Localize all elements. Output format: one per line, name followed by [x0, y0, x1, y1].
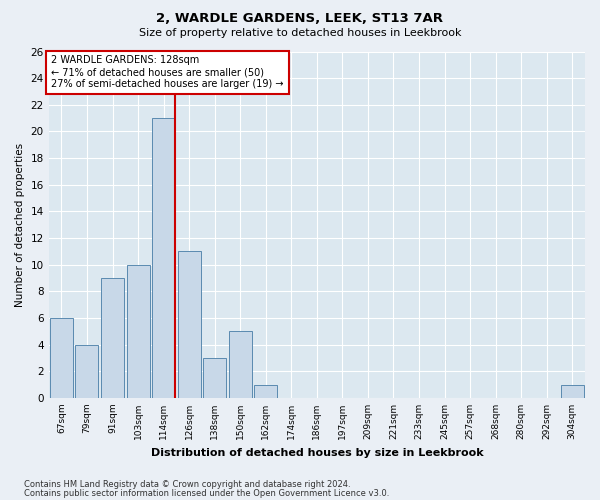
Bar [203, 358, 226, 398]
Bar [127, 264, 149, 398]
Text: Contains HM Land Registry data © Crown copyright and database right 2024.: Contains HM Land Registry data © Crown c… [24, 480, 350, 489]
Bar [254, 384, 277, 398]
Bar [229, 332, 252, 398]
Bar [152, 118, 175, 398]
Text: Contains public sector information licensed under the Open Government Licence v3: Contains public sector information licen… [24, 489, 389, 498]
Bar [50, 318, 73, 398]
Bar [561, 384, 584, 398]
Text: 2 WARDLE GARDENS: 128sqm
← 71% of detached houses are smaller (50)
27% of semi-d: 2 WARDLE GARDENS: 128sqm ← 71% of detach… [51, 56, 284, 88]
Bar [178, 252, 200, 398]
Bar [76, 344, 98, 398]
Bar [101, 278, 124, 398]
Y-axis label: Number of detached properties: Number of detached properties [15, 142, 25, 307]
Text: 2, WARDLE GARDENS, LEEK, ST13 7AR: 2, WARDLE GARDENS, LEEK, ST13 7AR [157, 12, 443, 26]
X-axis label: Distribution of detached houses by size in Leekbrook: Distribution of detached houses by size … [151, 448, 483, 458]
Text: Size of property relative to detached houses in Leekbrook: Size of property relative to detached ho… [139, 28, 461, 38]
